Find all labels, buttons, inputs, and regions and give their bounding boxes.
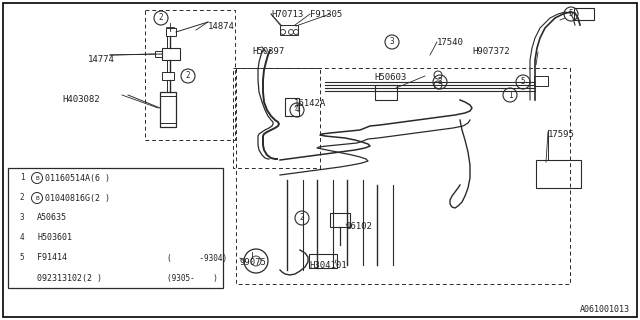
Text: 2: 2 — [186, 71, 190, 81]
Bar — [236, 68, 570, 284]
Text: 4: 4 — [20, 234, 24, 243]
Text: H403082: H403082 — [62, 95, 100, 104]
Text: A50635: A50635 — [37, 213, 67, 222]
Text: 5: 5 — [20, 253, 24, 262]
Text: 17595: 17595 — [548, 130, 575, 139]
Text: 17540: 17540 — [437, 38, 464, 47]
Text: (9305-    ): (9305- ) — [167, 274, 218, 283]
Bar — [233, 68, 320, 168]
Text: A061001013: A061001013 — [580, 305, 630, 314]
Text: 2: 2 — [300, 213, 304, 222]
Text: B: B — [35, 196, 39, 201]
Bar — [330, 213, 350, 227]
Text: F91305: F91305 — [310, 10, 342, 19]
Text: 3: 3 — [438, 77, 442, 86]
Bar — [285, 98, 299, 116]
Text: 16142A: 16142A — [294, 99, 326, 108]
Text: H304101: H304101 — [309, 261, 347, 270]
Text: 1: 1 — [20, 173, 24, 182]
Text: 99075: 99075 — [240, 258, 267, 267]
Text: H50397: H50397 — [252, 47, 284, 56]
Text: 14774: 14774 — [88, 55, 115, 64]
Bar — [574, 8, 594, 20]
Text: H70713: H70713 — [271, 10, 303, 19]
Text: 092313102(2 ): 092313102(2 ) — [37, 274, 102, 283]
Text: H907372: H907372 — [472, 47, 509, 56]
Bar — [166, 28, 176, 36]
Text: 5: 5 — [569, 10, 573, 19]
Bar — [536, 160, 581, 188]
Text: 3: 3 — [390, 37, 394, 46]
Bar — [534, 76, 548, 86]
Text: 1: 1 — [508, 91, 512, 100]
Bar — [160, 92, 176, 127]
Text: 3: 3 — [20, 213, 24, 222]
Text: 2: 2 — [20, 194, 24, 203]
Text: F91414: F91414 — [37, 253, 67, 262]
Bar — [375, 85, 397, 100]
Bar — [162, 48, 180, 60]
Text: 01160514A(6 ): 01160514A(6 ) — [45, 173, 110, 182]
Text: H503601: H503601 — [37, 234, 72, 243]
Text: (      -9304): ( -9304) — [167, 253, 227, 262]
Bar — [145, 10, 235, 140]
Text: H50603: H50603 — [374, 73, 406, 82]
Text: 16102: 16102 — [346, 222, 373, 231]
Text: B: B — [35, 175, 39, 180]
Text: 01040816G(2 ): 01040816G(2 ) — [45, 194, 110, 203]
Bar — [155, 51, 162, 57]
Text: 2: 2 — [159, 13, 163, 22]
Bar — [8, 168, 223, 288]
Text: 5: 5 — [521, 77, 525, 86]
Bar — [280, 25, 298, 35]
Text: 4: 4 — [294, 106, 300, 115]
Bar — [309, 254, 337, 268]
Bar — [162, 72, 174, 80]
Text: 14874: 14874 — [208, 22, 235, 31]
